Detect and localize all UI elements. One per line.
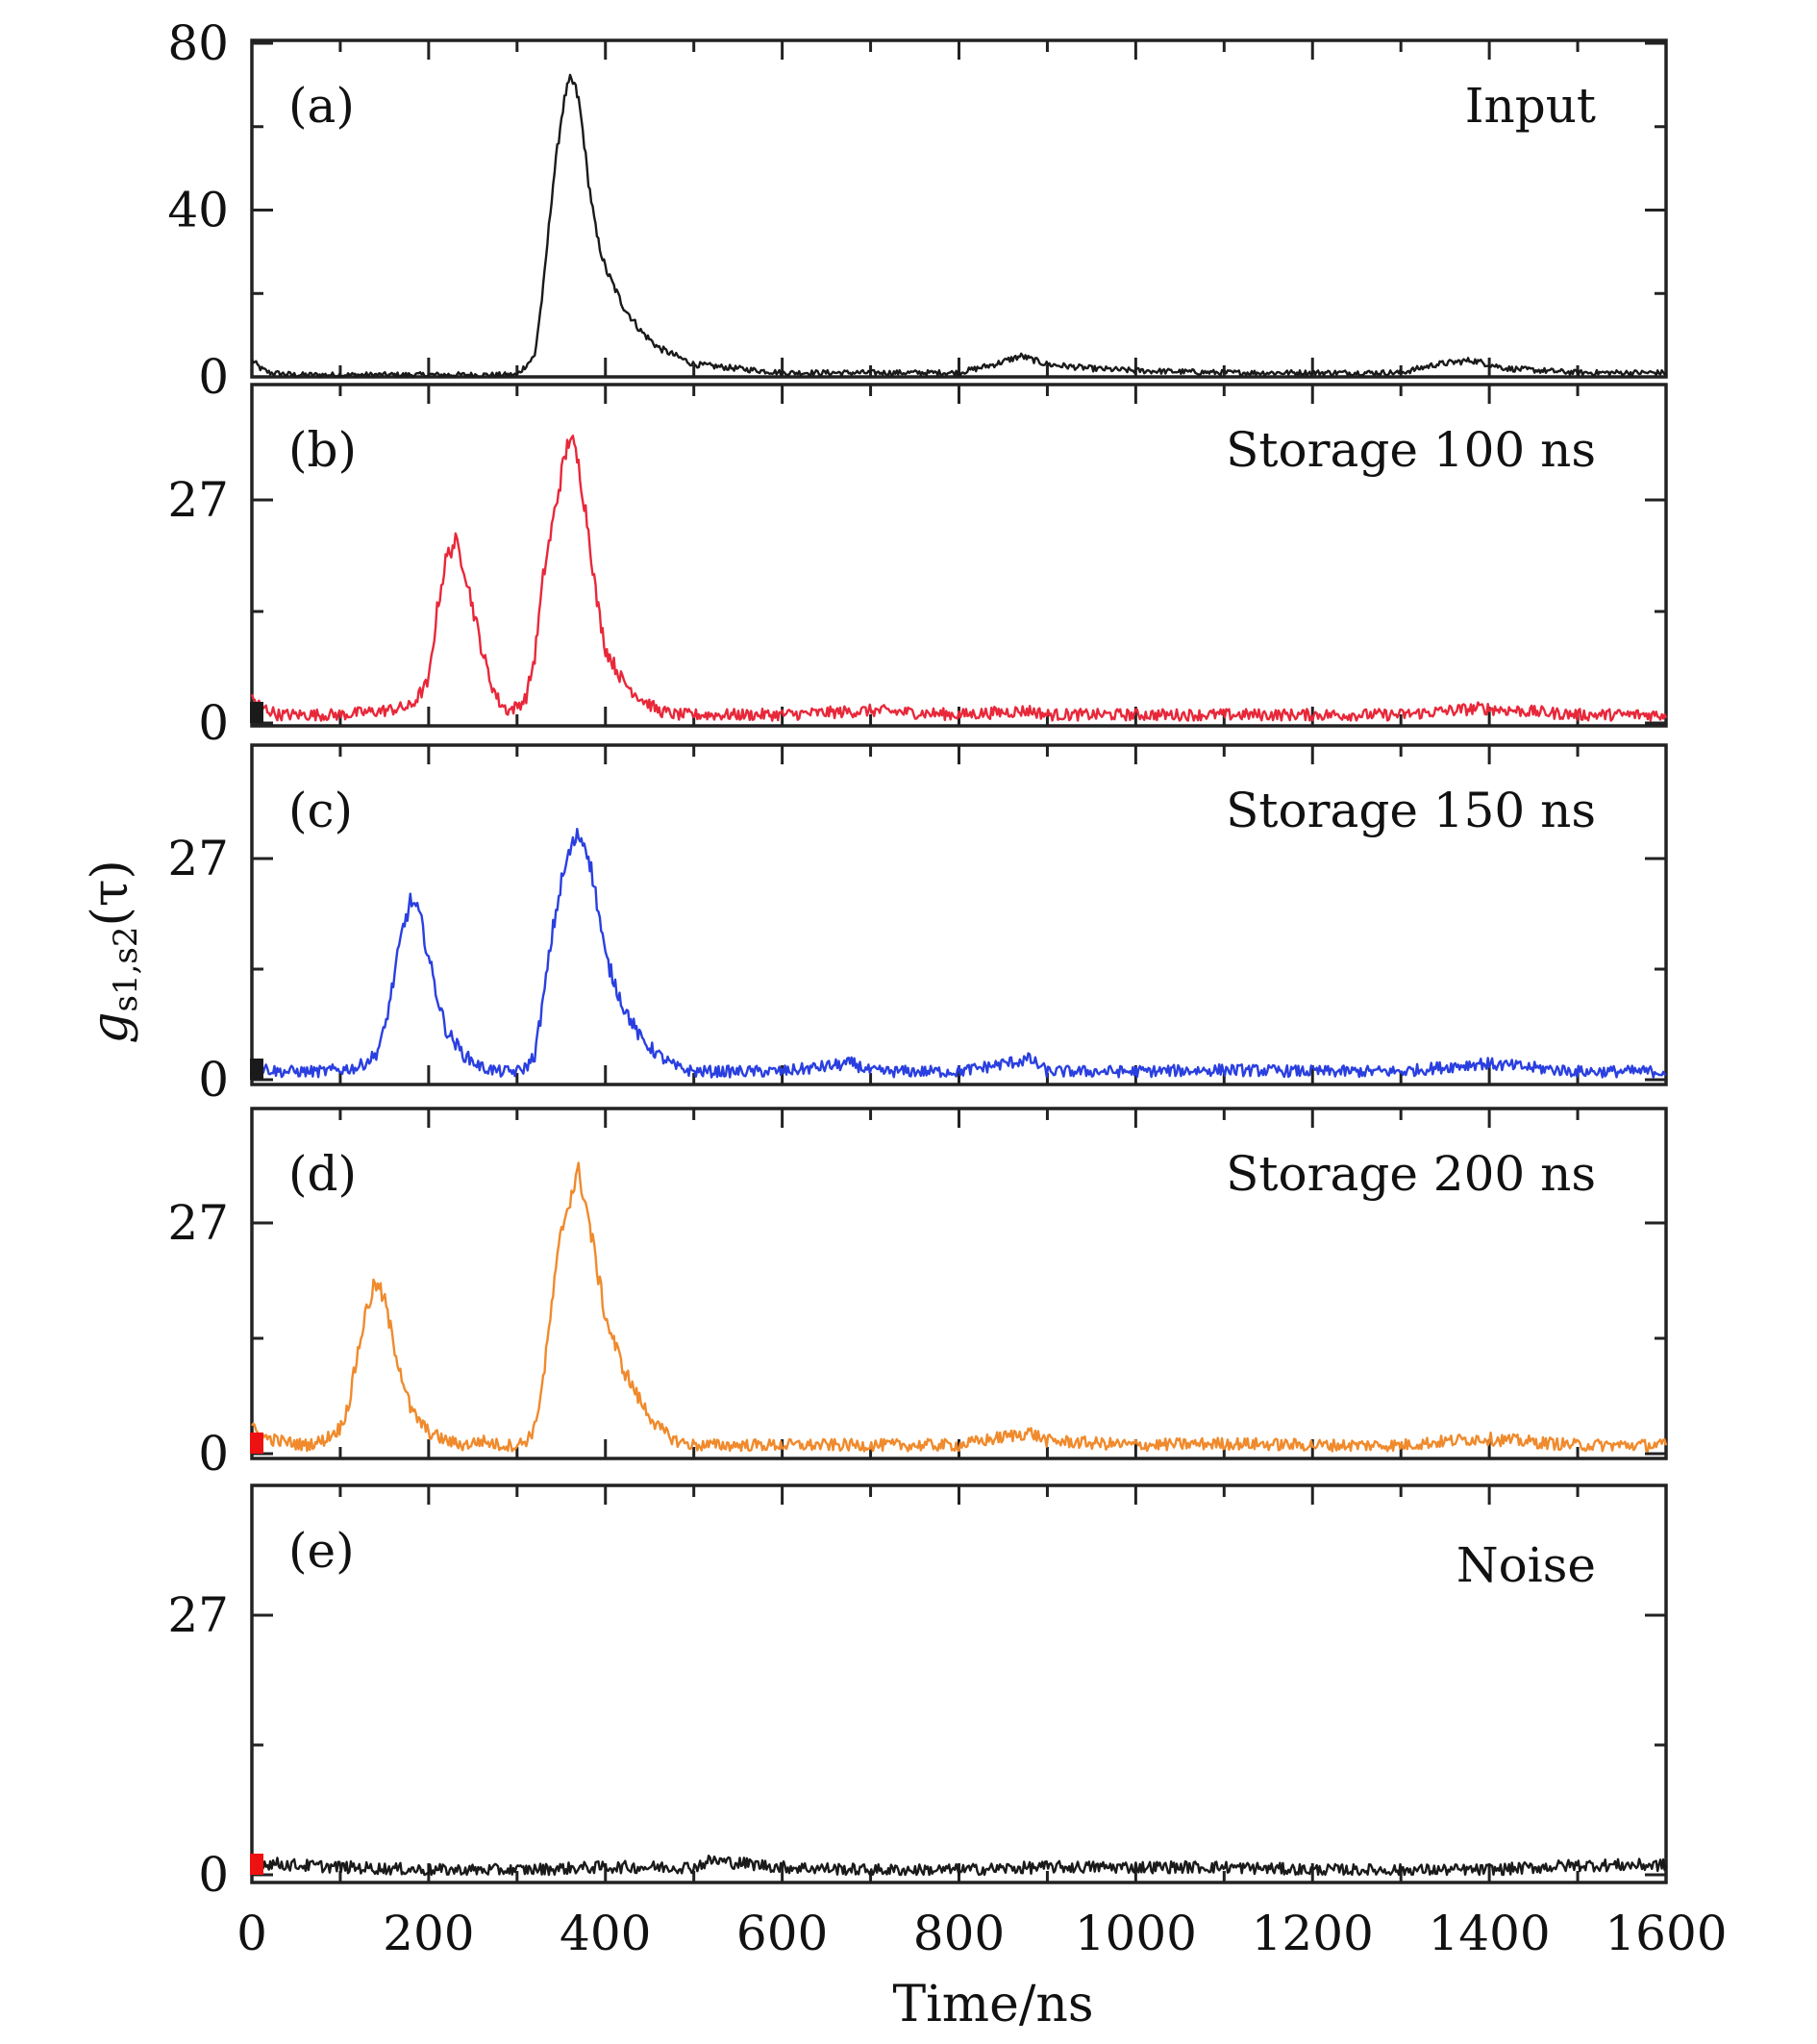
y-tick-label: 27 (167, 472, 229, 528)
y-axis-title-argument: (τ) (82, 860, 139, 926)
x-tick-label: 400 (560, 1906, 651, 1961)
y-axis-title-main: g (82, 1012, 139, 1044)
origin-marker (250, 702, 263, 723)
panels: 0 40 80 (a) Input 0 27 (b) Storage 100 ns 0 27 (c) S… (167, 15, 1668, 1903)
x-tick-label: 1400 (1429, 1906, 1551, 1961)
panel-letter: (e) (288, 1523, 355, 1579)
series-line (251, 1161, 1668, 1453)
y-tick-label: 0 (198, 349, 229, 405)
panel-letter: (d) (288, 1146, 357, 1202)
x-tick-label: 1200 (1252, 1906, 1374, 1961)
panel-title: Storage 200 ns (1226, 1146, 1596, 1202)
series-line (250, 435, 1668, 722)
panel-a: 0 40 80 (a) Input (167, 15, 1668, 405)
y-tick-label: 40 (167, 183, 229, 238)
panel-b: 0 27 (b) Storage 100 ns (167, 383, 1668, 751)
y-tick-label: 27 (167, 831, 229, 886)
y-tick-label: 27 (167, 1587, 229, 1643)
y-tick-label: 0 (198, 1052, 229, 1108)
x-tick-label: 200 (383, 1906, 474, 1961)
origin-marker (250, 1059, 263, 1080)
x-tick-labels: 0 200 400 600 800 1000 1200 1400 1600 (236, 1906, 1728, 1961)
x-tick-label: 1000 (1075, 1906, 1197, 1961)
panel-c: 0 27 (c) Storage 150 ns (167, 743, 1668, 1108)
y-tick-label: 27 (167, 1195, 229, 1251)
y-tick-label: 0 (198, 695, 229, 751)
series-line (250, 828, 1667, 1079)
x-axis-title: Time/ns (892, 1976, 1093, 2033)
panel-title: Noise (1456, 1537, 1596, 1593)
panel-title: Storage 150 ns (1226, 783, 1596, 838)
panel-e: 0 27 (e) Noise (167, 1483, 1668, 1903)
series-line (250, 1854, 1668, 1877)
panel-frame (250, 38, 1668, 379)
panel-frame (250, 1483, 1668, 1884)
x-tick-label: 0 (236, 1906, 267, 1961)
panel-d: 0 27 (d) Storage 200 ns (167, 1107, 1668, 1482)
x-tick-label: 1600 (1605, 1906, 1727, 1961)
x-tick-label: 600 (736, 1906, 828, 1961)
series-line (250, 73, 1667, 379)
panel-title: Input (1465, 78, 1596, 134)
panel-letter: (a) (288, 78, 355, 134)
panel-letter: (b) (288, 422, 357, 478)
y-tick-label: 0 (198, 1426, 229, 1482)
panel-title: Storage 100 ns (1226, 422, 1596, 478)
y-tick-label: 0 (198, 1847, 229, 1903)
panel-letter: (c) (288, 783, 353, 838)
y-axis-title: gs1,s2(τ) (82, 860, 145, 1044)
origin-marker (250, 1854, 263, 1875)
x-tick-label: 800 (913, 1906, 1005, 1961)
y-axis-title-subscript: s1,s2 (107, 927, 145, 1012)
y-tick-label: 80 (167, 15, 229, 71)
origin-marker (250, 1433, 263, 1454)
